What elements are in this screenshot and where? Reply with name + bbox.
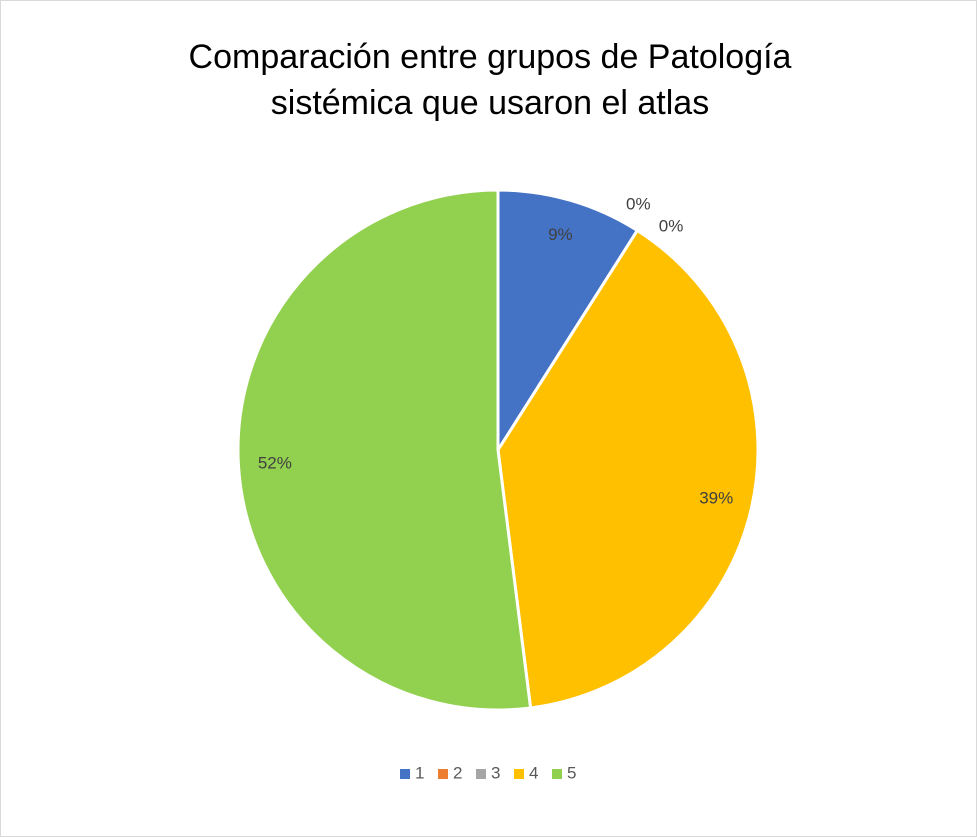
data-label: 52% — [258, 454, 292, 473]
legend-swatch — [514, 769, 524, 779]
data-label: 0% — [626, 195, 651, 214]
data-label: 9% — [548, 225, 573, 244]
pie-slice — [496, 228, 760, 710]
legend-label: 2 — [453, 763, 462, 782]
legend-swatch — [438, 769, 448, 779]
legend-swatch — [552, 769, 562, 779]
data-label: 39% — [699, 488, 733, 507]
legend-label: 3 — [491, 763, 500, 782]
legend-swatch — [400, 769, 410, 779]
legend-label: 5 — [567, 763, 576, 782]
legend-label: 4 — [529, 763, 538, 782]
chart-title: Comparación entre grupos de Patología si… — [188, 38, 792, 122]
legend-label: 1 — [415, 763, 424, 782]
data-label: 0% — [659, 217, 684, 236]
pie-slice — [496, 188, 640, 456]
pie-slice — [236, 188, 533, 712]
legend-swatch — [476, 769, 486, 779]
